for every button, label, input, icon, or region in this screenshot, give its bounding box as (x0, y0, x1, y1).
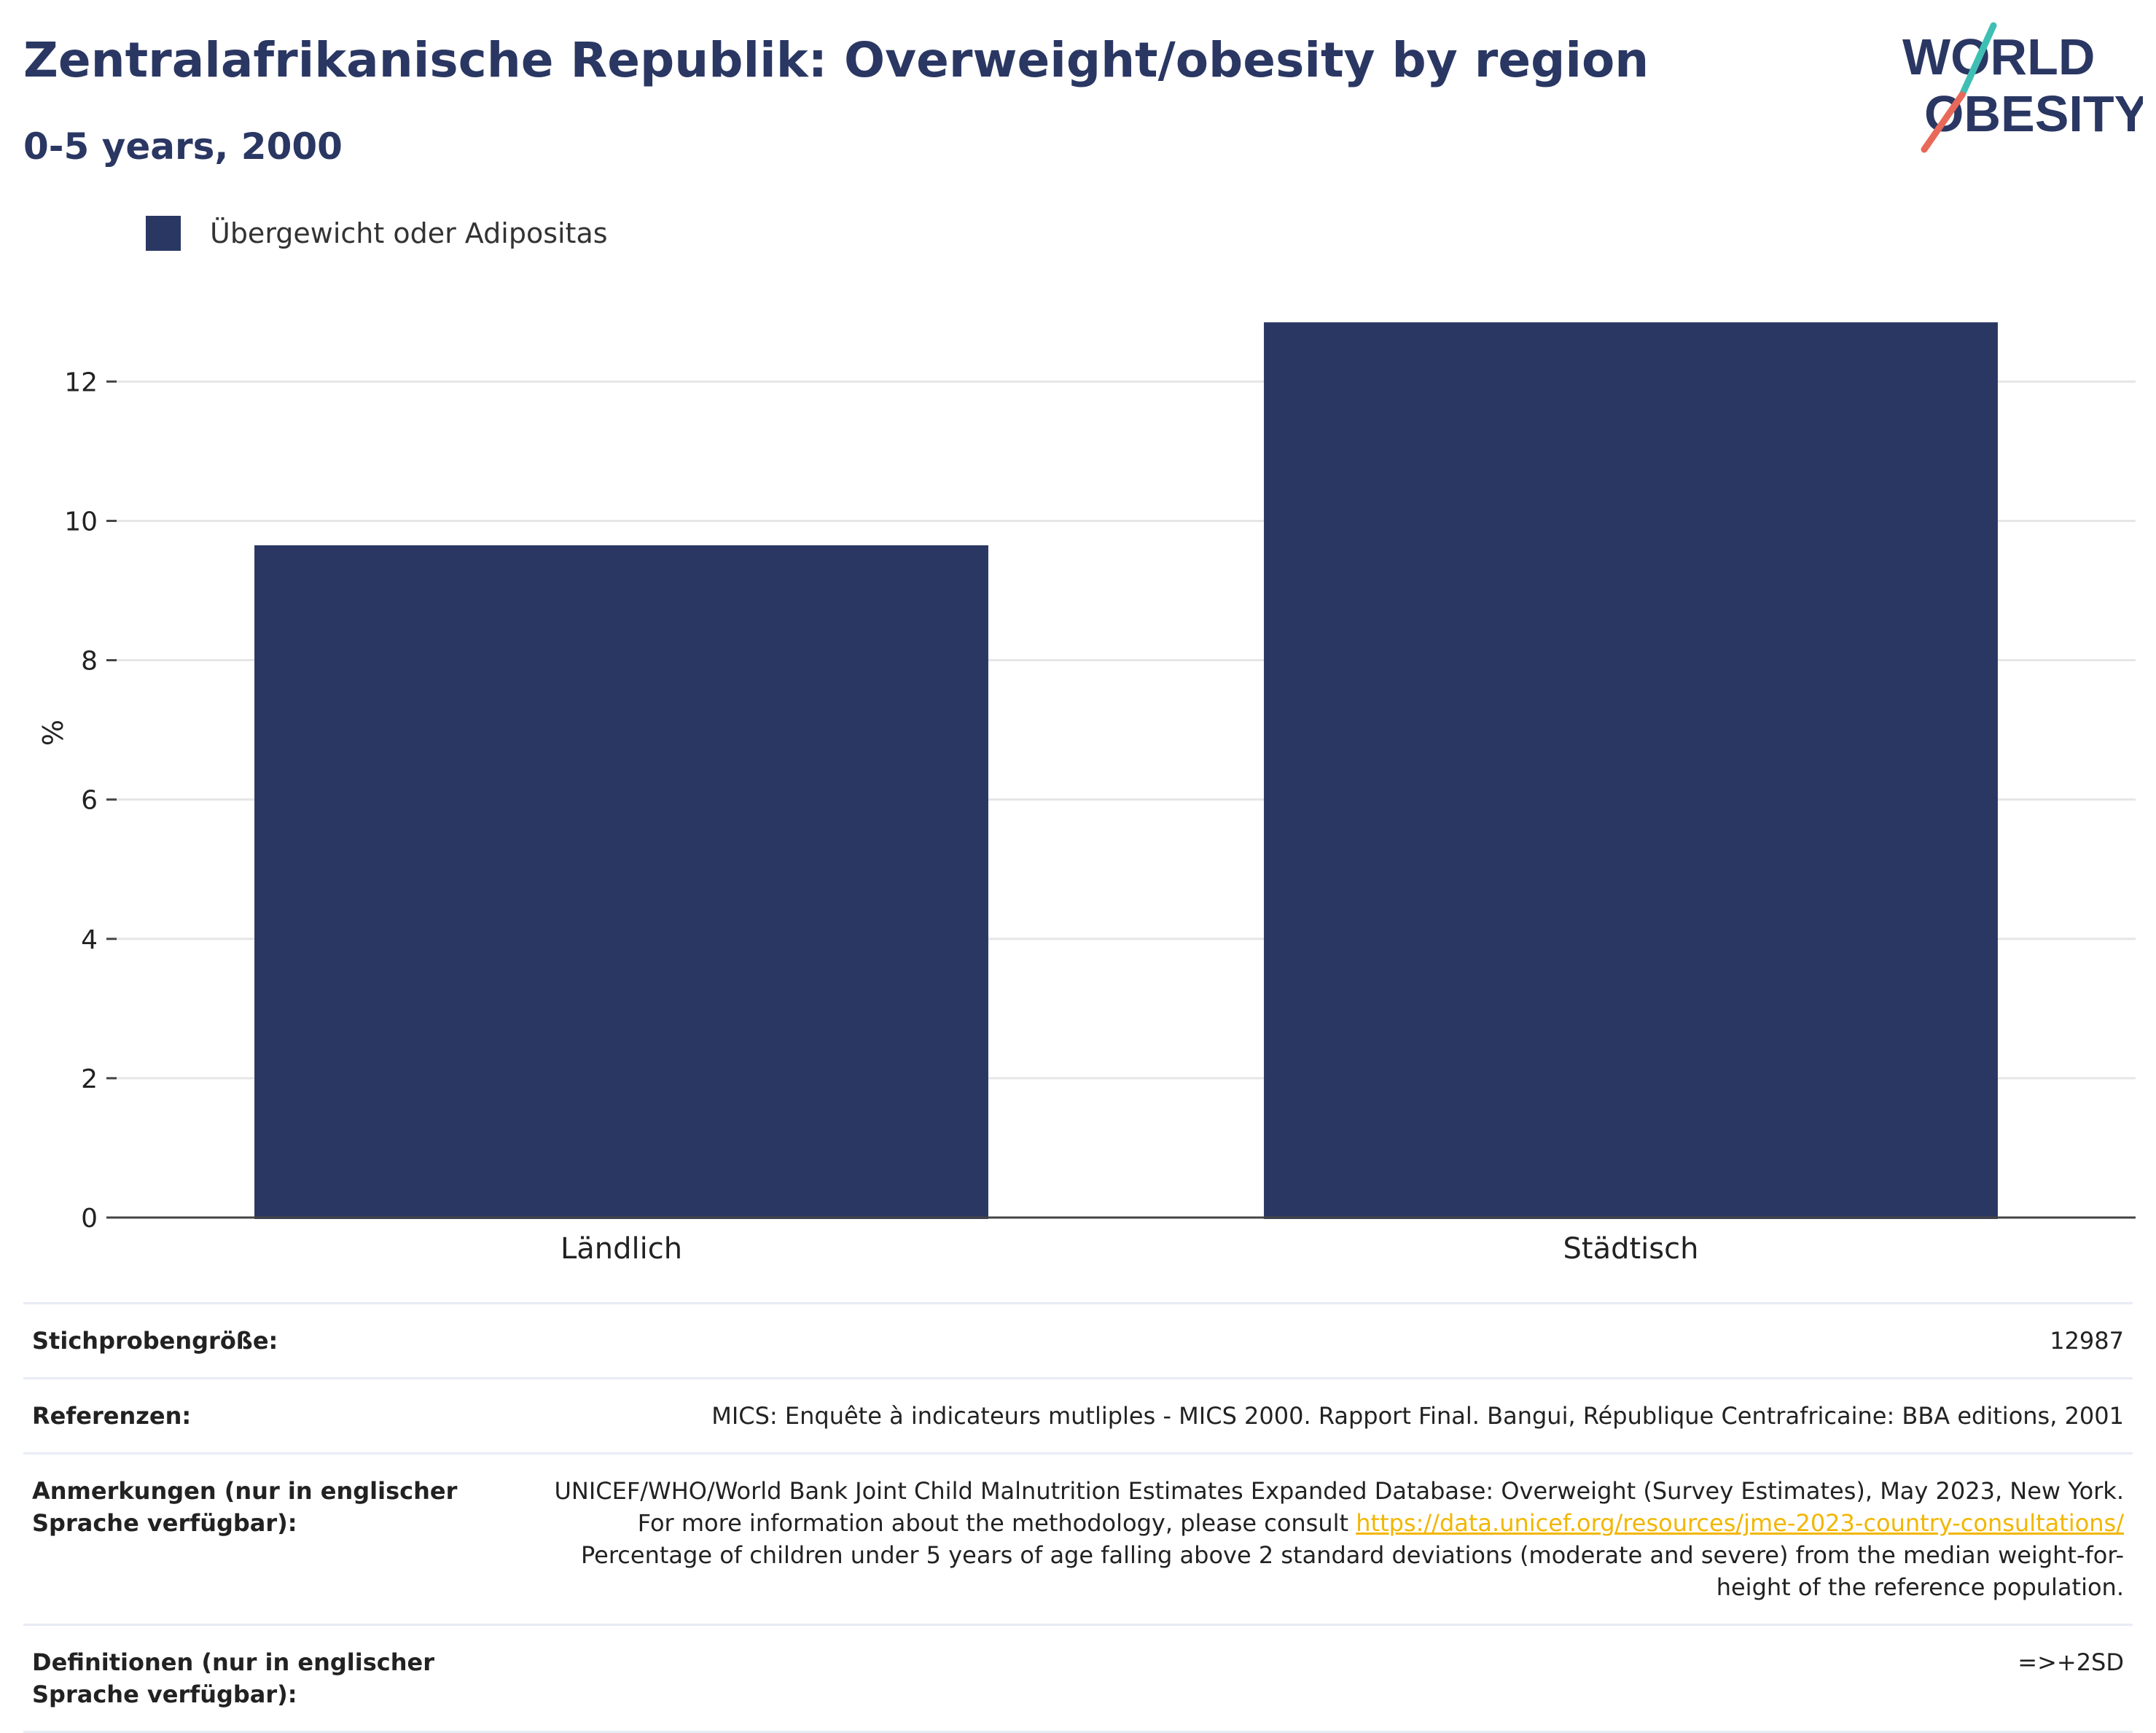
y-tick-label: 10 (64, 507, 98, 537)
chart-subtitle: 0-5 years, 2000 (23, 125, 343, 168)
logo-accent-teal (1958, 22, 1997, 98)
definitions-label: Definitionen (nur in englischer Sprache … (32, 1648, 434, 1708)
bar-chart: 0 2 4 6 8 10 12 Ländlich Städtisch % (36, 322, 2136, 1266)
info-row-notes: Anmerkungen (nur in englischer Sprache v… (23, 1453, 2133, 1625)
y-tick-label: 4 (81, 925, 98, 955)
logo-accent-red (1921, 91, 1966, 153)
y-tick-label: 0 (81, 1204, 98, 1234)
bars (254, 322, 1998, 1220)
references-value: MICS: Enquête à indicateurs mutliples - … (711, 1402, 2124, 1430)
legend-label: Übergewicht oder Adipositas (210, 217, 608, 249)
x-tick-label: Ländlich (561, 1232, 682, 1266)
y-tick-label: 2 (81, 1064, 98, 1094)
world-obesity-logo: WORLD OBESITY (1902, 22, 2143, 153)
x-tick-labels: Ländlich Städtisch (561, 1232, 1699, 1266)
legend-swatch (146, 216, 181, 251)
y-axis-label: % (36, 720, 68, 746)
notes-value: UNICEF/WHO/World Bank Joint Child Malnut… (536, 1454, 2133, 1625)
notes-link[interactable]: https://data.unicef.org/resources/jme-20… (1356, 1509, 2124, 1537)
info-row-sample: Stichprobengröße: 12987 (23, 1303, 2133, 1379)
sample-size-label: Stichprobengröße: (32, 1327, 278, 1355)
y-tick-label: 6 (81, 786, 98, 816)
bar-2 (1264, 322, 1998, 1220)
y-tick-labels: 0 2 4 6 8 10 12 (64, 367, 98, 1234)
info-row-references: Referenzen: MICS: Enquête à indicateurs … (23, 1378, 2133, 1454)
notes-text-2: Percentage of children under 5 years of … (581, 1541, 2124, 1601)
x-tick-label: Städtisch (1563, 1232, 1699, 1266)
logo-text-world: WORLD (1902, 28, 2095, 85)
bar-1 (254, 545, 988, 1219)
y-tick-label: 12 (64, 367, 98, 397)
notes-text-1: UNICEF/WHO/World Bank Joint Child Malnut… (554, 1477, 2125, 1537)
info-row-definitions: Definitionen (nur in englischer Sprache … (23, 1624, 2133, 1732)
y-tick-label: 8 (81, 647, 98, 677)
chart-title: Zentralafrikanische Republik: Overweight… (23, 32, 1649, 88)
info-table: Stichprobengröße: 12987 Referenzen: MICS… (23, 1302, 2133, 1733)
definitions-value: =>+2SD (2018, 1648, 2124, 1676)
legend[interactable]: Übergewicht oder Adipositas (146, 216, 608, 251)
notes-label: Anmerkungen (nur in englischer Sprache v… (32, 1477, 458, 1537)
references-label: Referenzen: (32, 1402, 192, 1430)
sample-size-value: 12987 (2050, 1327, 2124, 1355)
logo-text-obesity: OBESITY (1924, 85, 2143, 142)
